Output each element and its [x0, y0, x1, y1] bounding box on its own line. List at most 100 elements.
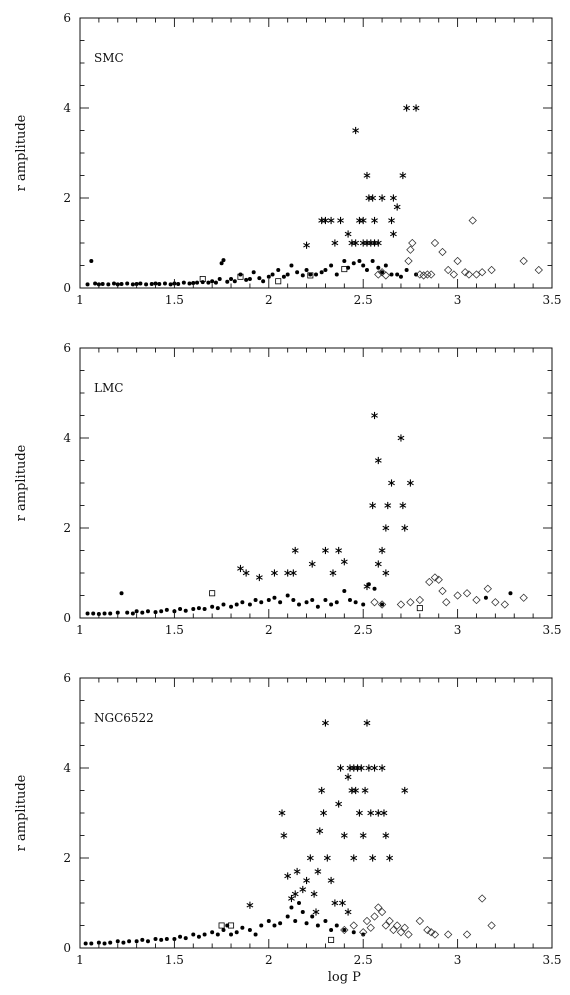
smc-point-asterisk — [374, 239, 382, 247]
ngc6522-point-square — [328, 936, 335, 943]
lmc-point-asterisk — [255, 573, 263, 582]
smc-point-dot — [217, 277, 222, 281]
smc-point-dot — [383, 263, 388, 268]
smc-point-asterisk — [412, 104, 420, 112]
lmc-point-asterisk — [242, 569, 250, 577]
ngc6522-point-dot — [229, 932, 234, 937]
smc-point-dot — [370, 259, 375, 263]
ngc6522-asterisk-stroke — [382, 833, 390, 838]
smc-point-dot — [138, 281, 143, 286]
smc-point-dot — [219, 261, 224, 266]
ngc6522-point-asterisk — [344, 908, 352, 916]
lmc-asterisk-stroke — [291, 548, 299, 553]
ngc6522-asterisk-stroke — [356, 810, 363, 816]
lmc-point-dot — [145, 609, 150, 614]
smc-asterisk-stroke — [322, 218, 329, 223]
lmc-point-diamond — [491, 598, 500, 607]
lmc-ticks — [79, 347, 553, 619]
ngc6522-asterisk-stroke — [337, 765, 344, 771]
ngc6522-point-asterisk — [288, 894, 295, 903]
ngc6522-point-diamond — [385, 916, 394, 926]
smc-point-dot — [85, 282, 90, 287]
ngc6522-point-diamond — [396, 928, 406, 937]
lmc-point-dot — [347, 598, 352, 602]
lmc-point-dot — [361, 602, 366, 607]
ngc6522-asterisk-stroke — [318, 788, 326, 793]
smc-asterisk-stroke — [378, 195, 386, 201]
ngc6522-asterisk-stroke — [357, 765, 365, 771]
ngc6522-point-dot — [253, 932, 258, 937]
lmc-point-dot — [159, 609, 164, 614]
smc-point-asterisk — [359, 239, 367, 247]
lmc-asterisk-stroke — [271, 570, 278, 576]
ngc6522-point-asterisk — [367, 809, 375, 817]
smc-point-diamond — [464, 270, 474, 279]
lmc-asterisk-stroke — [374, 561, 382, 567]
smc-point-asterisk — [356, 216, 363, 225]
ngc6522-point-asterisk — [378, 764, 386, 772]
lmc-asterisk-stroke — [322, 548, 329, 553]
ngc6522-asterisk-stroke — [320, 810, 327, 816]
smc-asterisk-stroke — [390, 195, 397, 201]
lmc-asterisk-stroke — [406, 480, 414, 486]
lmc-point-dot — [285, 593, 290, 598]
lmc-point-dot — [323, 598, 328, 602]
ngc6522-point-dot — [342, 928, 347, 932]
smc-point-dot — [195, 280, 200, 285]
smc-asterisk-stroke — [393, 204, 401, 210]
lmc-asterisk-stroke — [399, 503, 407, 508]
ngc6522-asterisk-stroke — [293, 869, 301, 874]
ngc6522-point-dot — [259, 923, 264, 928]
ngc6522-asterisk-stroke — [316, 828, 324, 834]
lmc-point-dot — [178, 607, 183, 611]
lmc-asterisk-stroke — [329, 570, 337, 576]
ngc6522-point-dot — [304, 921, 309, 926]
smc-point-diamond — [419, 271, 428, 280]
ngc6522-point-dot — [285, 914, 290, 919]
ngc6522-point-asterisk — [323, 854, 331, 862]
lmc-point-asterisk — [308, 560, 316, 568]
lmc-point-dot — [329, 602, 334, 607]
ngc6522-x-tick-label: 3 — [454, 953, 462, 967]
ngc6522-marks — [83, 719, 496, 946]
ngc6522-point-asterisk — [359, 831, 367, 840]
lmc-asterisk-stroke — [382, 525, 390, 531]
smc-asterisk-stroke — [371, 218, 378, 223]
smc-point-asterisk — [331, 239, 339, 247]
smc-asterisk-stroke — [412, 105, 420, 111]
ngc6522-point-diamond — [377, 907, 387, 917]
lmc-point-asterisk — [289, 569, 297, 577]
smc-point-dot — [125, 281, 130, 286]
smc-point-diamond — [374, 270, 383, 279]
ngc6522-point-dot — [315, 923, 320, 928]
smc-point-dot — [162, 281, 167, 286]
ngc6522-x-tick-label: 3.5 — [542, 953, 561, 967]
smc-point-dot — [314, 272, 318, 277]
panel-ngc6522: NGC6522 r amplitude log P 1 1.5 2 2.5 3 … — [14, 671, 562, 985]
lmc-point-asterisk — [406, 479, 414, 487]
smc-asterisk-stroke — [337, 218, 344, 223]
lmc-point-diamond — [425, 577, 434, 587]
lmc-point-dot — [134, 609, 139, 614]
smc-point-dot — [257, 276, 262, 281]
smc-point-dot — [89, 259, 94, 263]
ngc6522-asterisk-stroke — [374, 810, 382, 816]
ngc6522-point-dot — [127, 939, 132, 944]
ngc6522-asterisk-stroke — [312, 909, 320, 915]
lmc-point-dot — [342, 589, 347, 593]
smc-point-diamond — [468, 216, 477, 225]
ngc6522-asterisk-stroke — [322, 720, 329, 726]
ngc6522-point-asterisk — [337, 764, 344, 772]
ngc6522-point-asterisk — [246, 901, 254, 909]
smc-point-asterisk — [303, 241, 310, 249]
lmc-point-diamond — [442, 598, 451, 607]
smc-point-dot — [261, 279, 266, 284]
lmc-x-tick-label: 1 — [76, 623, 84, 637]
smc-point-diamond — [460, 268, 470, 277]
ngc6522-asterisk-stroke — [331, 900, 339, 906]
smc-point-dot — [376, 265, 381, 270]
smc-point-asterisk — [322, 216, 329, 225]
ngc6522-asterisk-stroke — [386, 855, 394, 861]
smc-point-square — [237, 273, 244, 280]
